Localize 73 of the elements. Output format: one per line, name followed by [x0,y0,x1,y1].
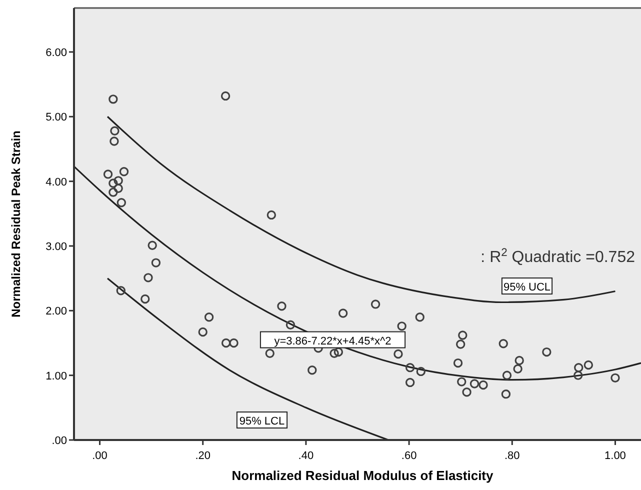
x-tick-label: .20 [195,450,211,462]
annotation: y=3.86-7.22*x+4.45*x^2 [274,335,392,348]
point [453,358,463,368]
point [108,94,118,104]
point [103,170,113,179]
point [265,348,274,358]
point [574,362,584,372]
point [334,347,344,357]
point [204,312,214,322]
x-tick-label: .00 [92,450,108,462]
y-tick-label: 6.00 [46,46,67,59]
point [405,378,415,388]
point [116,286,126,296]
point [610,373,620,383]
point [502,370,512,380]
point [108,188,118,197]
x-tick-label: .80 [504,450,520,462]
point [542,347,552,357]
point [277,302,286,311]
annotation: : R$^{2}$ Quadratic =0.752 [480,247,636,266]
point [501,389,511,399]
point [198,327,208,337]
point [114,176,123,186]
point [574,370,583,380]
y-tick-label: 3.00 [46,240,67,253]
point [308,366,317,375]
point [397,322,406,331]
line-series [74,166,641,381]
point [144,273,153,282]
point [140,294,150,304]
y-tick-label: 4.00 [46,176,67,188]
point [584,360,594,370]
point [416,366,426,376]
y-tick-label: 1.00 [46,370,67,382]
y-axis-title: Normalized Residual Peak Strain [9,130,23,318]
point [110,126,120,136]
x-axis-title: Normalized Residual Modulus of Elasticity [232,468,494,483]
point [394,349,403,359]
point [478,380,488,390]
point [114,184,123,194]
point [405,362,415,372]
x-tick-label: .60 [401,450,417,462]
point [116,198,126,208]
point [110,136,119,146]
point [148,240,157,250]
y-tick-label: .00 [52,435,67,447]
point [456,340,466,349]
annotation: 95% LCL [239,416,285,428]
point [338,308,348,318]
x-tick-label: 1.00 [604,450,626,462]
point [415,312,424,322]
y-tick-label: 2.00 [46,306,67,318]
point [108,178,118,188]
point [513,364,522,374]
x-tick-label: .40 [298,450,314,462]
point [221,338,231,348]
point [286,320,296,330]
point [370,300,380,309]
point [119,167,129,176]
point [266,210,276,220]
point [229,338,238,348]
point [514,356,524,366]
point [457,377,466,386]
line-series [106,278,390,440]
point [458,330,468,340]
annotation: 95% UCL [503,282,551,294]
point [498,339,508,348]
point [220,91,230,101]
point [330,348,339,358]
point [470,379,480,388]
point [462,388,472,397]
y-tick-label: 5.00 [46,112,67,124]
point [151,258,161,268]
